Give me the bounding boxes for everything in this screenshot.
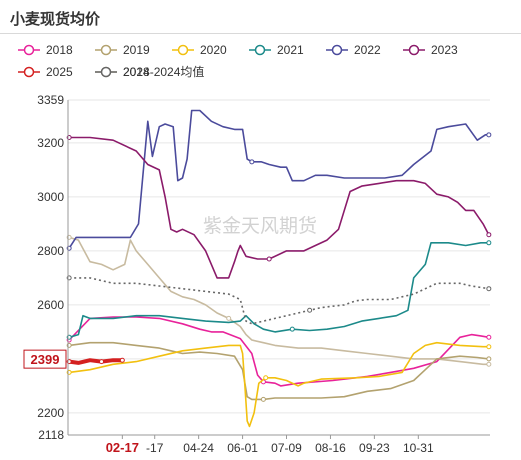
data-point <box>486 361 492 367</box>
x-tick-label: 07-09 <box>271 441 302 455</box>
data-point <box>486 344 492 350</box>
y-tick-label: 3000 <box>37 190 64 204</box>
x-tick-label: 06-01 <box>227 441 258 455</box>
data-point <box>266 256 272 262</box>
data-point <box>486 356 492 362</box>
series-2021 <box>66 240 492 340</box>
title-divider <box>0 33 521 34</box>
legend-label: 2025 <box>46 65 73 79</box>
legend-label: 2020 <box>200 43 227 57</box>
x-tick-label: 10-31 <box>403 441 434 455</box>
series-2018-2024均值 <box>66 275 492 325</box>
legend-swatch-marker <box>254 44 266 56</box>
current-value-text: 2399 <box>31 352 60 367</box>
legend-swatch-marker <box>100 66 112 78</box>
data-point <box>260 396 266 402</box>
legend-label: 2023 <box>431 43 458 57</box>
legend-label: 2018 <box>46 43 73 57</box>
legend-item: 2018-2024均值 <box>95 64 204 79</box>
series-line <box>68 242 489 339</box>
data-point <box>99 359 105 365</box>
legend-swatch-marker <box>331 44 343 56</box>
legend-swatch-marker <box>23 66 35 78</box>
x-tick-label: 09-23 <box>359 441 390 455</box>
legend: 2018 2019 2020 2021 2022 2023 2024 2025 2018-202… <box>18 43 458 79</box>
data-point <box>226 315 232 321</box>
legend-label: 2019 <box>123 43 150 57</box>
current-value-label: 2399 <box>23 349 67 369</box>
y-tick-label: 2600 <box>37 298 64 312</box>
legend-item: 2021 <box>249 43 304 57</box>
legend-swatch-marker <box>177 44 189 56</box>
legend-swatch-marker <box>23 44 35 56</box>
series-line <box>68 316 489 387</box>
series-2019 <box>66 341 492 402</box>
legend-swatch-marker <box>408 44 420 56</box>
x-tick-label: -17 <box>146 441 164 455</box>
legend-item: 2022 <box>326 43 381 57</box>
y-tick-label: 2200 <box>37 406 64 420</box>
x-tick-label: 02-17 <box>106 440 139 455</box>
data-point <box>119 357 125 363</box>
legend-item: 2023 <box>403 43 458 57</box>
series-2018 <box>66 316 492 387</box>
axes: 2118220024002600280030003200335902-17-17… <box>23 93 490 455</box>
y-tick-label: 2118 <box>38 428 64 442</box>
data-point <box>486 232 492 238</box>
data-point <box>263 375 269 381</box>
series-lines <box>66 109 492 428</box>
y-tick-label: 2800 <box>37 244 64 258</box>
series-2020 <box>66 341 492 428</box>
x-tick-label: 04-24 <box>183 441 214 455</box>
data-point <box>289 326 295 332</box>
legend-label: 2021 <box>277 43 304 57</box>
x-tick-label: 08-16 <box>315 441 346 455</box>
data-point <box>249 159 255 165</box>
current-value-box <box>23 349 67 369</box>
data-point <box>486 286 492 292</box>
legend-item: 2020 <box>172 43 227 57</box>
data-point <box>486 334 492 340</box>
series-line <box>68 358 123 365</box>
y-tick-label: 3359 <box>37 93 64 107</box>
series-line <box>69 136 490 279</box>
data-point <box>486 132 492 138</box>
legend-item: 2019 <box>95 43 150 57</box>
series-2025 <box>66 357 125 365</box>
series-line <box>68 109 489 249</box>
legend-item: 2025 <box>18 65 73 79</box>
data-point <box>307 307 313 313</box>
series-2023 <box>66 135 492 279</box>
series-line <box>69 341 489 401</box>
legend-label: 2022 <box>354 43 381 57</box>
chart-title: 小麦现货均价 <box>10 11 101 28</box>
legend-item: 2018 <box>18 43 73 57</box>
legend-swatch-marker <box>100 44 112 56</box>
watermark-text: 紫金天风期货 <box>203 215 317 237</box>
watermark: 紫金天风期货 <box>203 215 317 237</box>
y-tick-label: 3200 <box>37 136 64 150</box>
data-point <box>486 240 492 246</box>
legend-label: 2018-2024均值 <box>123 64 204 79</box>
legend-label: 2024 <box>123 65 150 79</box>
